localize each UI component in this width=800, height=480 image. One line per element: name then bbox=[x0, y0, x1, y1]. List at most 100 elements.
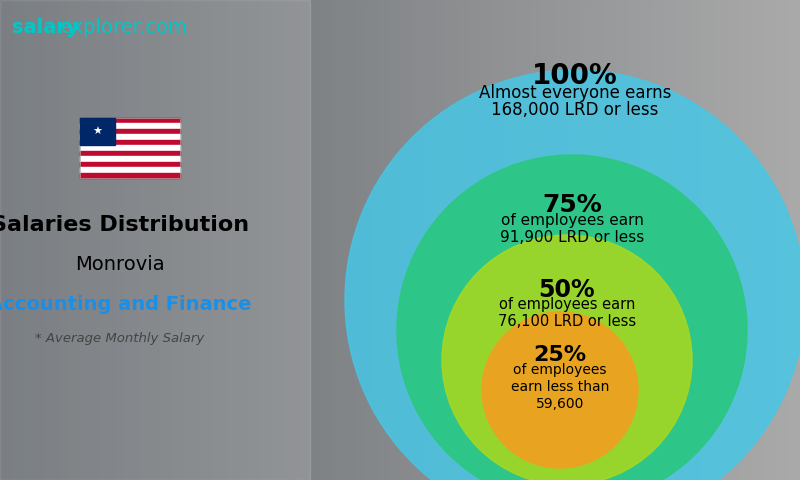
Bar bbox=[706, 0, 707, 480]
Bar bbox=[352, 0, 353, 480]
Bar bbox=[790, 0, 791, 480]
Bar bbox=[248, 0, 249, 480]
Bar bbox=[505, 0, 506, 480]
Bar bbox=[678, 0, 679, 480]
Bar bbox=[484, 0, 485, 480]
Bar bbox=[142, 0, 143, 480]
Bar bbox=[432, 0, 433, 480]
Bar bbox=[582, 0, 583, 480]
Bar bbox=[632, 0, 633, 480]
Bar bbox=[434, 0, 435, 480]
Bar bbox=[16, 0, 17, 480]
Bar bbox=[499, 0, 500, 480]
Bar bbox=[513, 0, 514, 480]
Bar bbox=[524, 0, 525, 480]
Bar bbox=[393, 0, 394, 480]
Bar bbox=[492, 0, 493, 480]
Bar bbox=[336, 0, 337, 480]
Bar bbox=[88, 0, 89, 480]
Bar bbox=[60, 0, 61, 480]
Bar bbox=[521, 0, 522, 480]
Bar bbox=[787, 0, 788, 480]
Bar bbox=[86, 0, 87, 480]
Bar bbox=[370, 0, 371, 480]
Bar bbox=[390, 0, 391, 480]
Bar bbox=[776, 0, 777, 480]
Bar bbox=[241, 0, 242, 480]
Bar bbox=[631, 0, 632, 480]
Bar bbox=[695, 0, 696, 480]
Bar bbox=[626, 0, 627, 480]
Bar bbox=[789, 0, 790, 480]
Bar bbox=[9, 0, 10, 480]
Bar bbox=[358, 0, 359, 480]
Bar bbox=[670, 0, 671, 480]
Bar bbox=[210, 0, 211, 480]
Bar bbox=[411, 0, 412, 480]
Bar bbox=[3, 0, 4, 480]
Bar bbox=[101, 0, 102, 480]
Bar bbox=[232, 0, 233, 480]
Bar bbox=[148, 0, 149, 480]
Bar bbox=[449, 0, 450, 480]
Bar bbox=[437, 0, 438, 480]
Bar bbox=[350, 0, 351, 480]
Text: of employees earn: of employees earn bbox=[499, 297, 635, 312]
Bar bbox=[455, 0, 456, 480]
Bar bbox=[686, 0, 687, 480]
Bar bbox=[121, 0, 122, 480]
Bar bbox=[6, 0, 7, 480]
Bar bbox=[43, 0, 44, 480]
Bar bbox=[391, 0, 392, 480]
Bar bbox=[339, 0, 340, 480]
Bar bbox=[793, 0, 794, 480]
Bar bbox=[118, 0, 119, 480]
Text: 50%: 50% bbox=[538, 278, 595, 302]
Bar bbox=[384, 0, 385, 480]
Bar bbox=[520, 0, 521, 480]
Bar bbox=[423, 0, 424, 480]
Bar bbox=[90, 0, 91, 480]
Bar bbox=[711, 0, 712, 480]
Bar bbox=[650, 0, 651, 480]
Bar bbox=[378, 0, 379, 480]
Bar bbox=[39, 0, 40, 480]
Bar bbox=[718, 0, 719, 480]
Bar bbox=[519, 0, 520, 480]
Bar bbox=[120, 0, 121, 480]
Bar bbox=[0, 0, 310, 480]
Bar bbox=[388, 0, 389, 480]
Bar bbox=[526, 0, 527, 480]
Bar bbox=[642, 0, 643, 480]
Bar bbox=[191, 0, 192, 480]
Bar bbox=[242, 0, 243, 480]
Bar bbox=[225, 0, 226, 480]
Bar bbox=[508, 0, 509, 480]
Bar bbox=[593, 0, 594, 480]
Bar bbox=[585, 0, 586, 480]
Bar bbox=[192, 0, 193, 480]
Bar bbox=[157, 0, 158, 480]
Bar bbox=[556, 0, 557, 480]
Bar bbox=[722, 0, 723, 480]
Bar bbox=[107, 0, 108, 480]
Bar bbox=[201, 0, 202, 480]
Bar bbox=[374, 0, 375, 480]
Bar bbox=[533, 0, 534, 480]
Bar bbox=[0, 0, 1, 480]
Bar bbox=[33, 0, 34, 480]
Bar bbox=[561, 0, 562, 480]
Bar bbox=[334, 0, 335, 480]
Bar bbox=[356, 0, 357, 480]
Bar bbox=[687, 0, 688, 480]
Bar bbox=[644, 0, 645, 480]
Bar bbox=[141, 0, 142, 480]
Bar bbox=[567, 0, 568, 480]
Bar bbox=[283, 0, 284, 480]
Bar bbox=[291, 0, 292, 480]
Bar bbox=[422, 0, 423, 480]
Bar bbox=[173, 0, 174, 480]
Bar bbox=[295, 0, 296, 480]
Bar bbox=[734, 0, 735, 480]
Bar bbox=[80, 118, 180, 178]
